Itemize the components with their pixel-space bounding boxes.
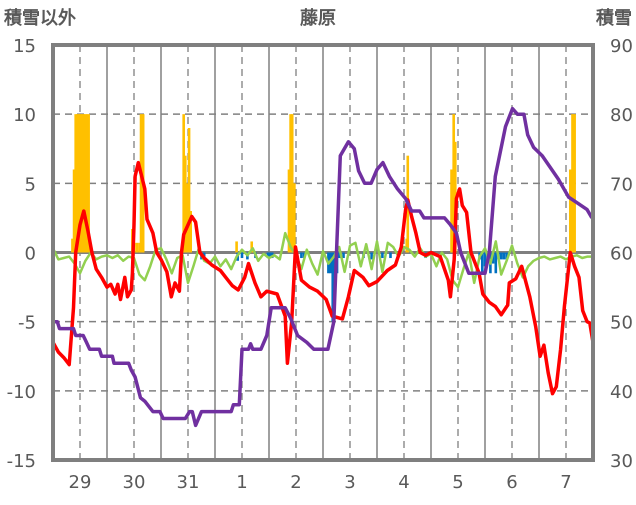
bar-negative [266, 252, 270, 259]
left-y-tick-label: 5 [25, 174, 36, 195]
chart-title: 藤原 [300, 7, 336, 29]
right-y-ticks: 90 80 70 60 50 40 30 [610, 36, 633, 472]
bar-negative [331, 252, 335, 322]
bar-negative [337, 252, 341, 259]
bar-negative [483, 252, 487, 267]
lines [51, 106, 595, 428]
bar-positive [80, 114, 84, 253]
bar-positive [138, 242, 141, 253]
right-y-tick-label: 80 [610, 105, 633, 126]
x-ticks: 29 30 31 1 2 3 4 5 6 7 [69, 472, 572, 493]
bar-negative [381, 252, 384, 259]
bar-positive [135, 242, 138, 253]
left-y-tick-label: -15 [7, 451, 36, 472]
x-tick-label: 30 [123, 472, 146, 493]
right-y-tick-label: 60 [610, 244, 633, 265]
x-tick-label: 31 [177, 472, 200, 493]
bar-positive [74, 114, 77, 253]
bar-positive [85, 114, 89, 253]
bar-negative [329, 252, 332, 274]
plot-frame [51, 43, 595, 462]
green-series-line [51, 231, 593, 289]
bar-positive [290, 114, 294, 253]
x-tick-label: 7 [560, 472, 571, 493]
bar-positive [184, 155, 187, 253]
bar-positive [569, 169, 572, 253]
left-y-tick-label: 15 [13, 36, 36, 57]
bar-positive [189, 211, 192, 253]
bar-positive [139, 114, 143, 253]
bar-positive [72, 169, 76, 253]
bar-positive [87, 114, 90, 253]
bar-negative [389, 252, 392, 259]
bar-positive [185, 183, 189, 253]
left-y-tick-label: -5 [18, 313, 36, 334]
bar-negative [481, 252, 484, 274]
bar-positive [571, 114, 574, 253]
left-y-ticks: 15 10 5 0 -5 -10 -15 [7, 36, 36, 472]
x-tick-label: 2 [290, 472, 301, 493]
bar-negative [268, 252, 272, 259]
snow-depth-line [53, 106, 594, 428]
x-tick-label: 4 [398, 472, 409, 493]
bar-positive [235, 241, 238, 253]
x-tick-label: 5 [452, 472, 463, 493]
bar-negative [491, 252, 495, 264]
bar-negative [342, 252, 345, 259]
bar-negative [505, 252, 508, 260]
bar-positive [182, 114, 185, 253]
bar-positive [293, 183, 296, 253]
bar-negative [300, 252, 303, 259]
bar-negative [240, 252, 244, 259]
right-y-tick-label: 40 [610, 382, 633, 403]
bar-positive [573, 114, 576, 253]
left-axis-label: 積雪以外 [3, 7, 76, 29]
x-tick-label: 29 [69, 472, 92, 493]
left-y-tick-label: -10 [7, 382, 36, 403]
bar-positive [450, 169, 453, 253]
bar-positive [289, 114, 292, 253]
bar-negative [370, 252, 373, 260]
bar-positive [287, 169, 291, 253]
x-tick-label: 6 [506, 472, 517, 493]
right-axis-label: 積雪 [595, 7, 632, 29]
bar-positive [77, 114, 81, 253]
temperature-line [51, 160, 595, 396]
bar-negative [499, 252, 503, 260]
right-y-tick-label: 70 [610, 174, 633, 195]
x-tick-label: 3 [344, 472, 355, 493]
bar-positive [84, 114, 87, 253]
bar-positive [79, 114, 82, 253]
bar-positive [76, 114, 79, 253]
bar-positive [452, 114, 455, 253]
left-y-tick-label: 0 [25, 244, 36, 265]
bar-positive [82, 114, 86, 253]
bar-positive [187, 128, 191, 253]
bar-negative [502, 252, 506, 260]
right-y-tick-label: 30 [610, 451, 633, 472]
x-tick-label: 1 [236, 472, 247, 493]
left-y-tick-label: 10 [13, 105, 36, 126]
bar-positive [250, 241, 254, 253]
right-y-tick-label: 90 [610, 36, 633, 57]
bar-negative [494, 252, 498, 274]
right-y-tick-label: 50 [610, 313, 633, 334]
bar-positive [71, 238, 74, 253]
